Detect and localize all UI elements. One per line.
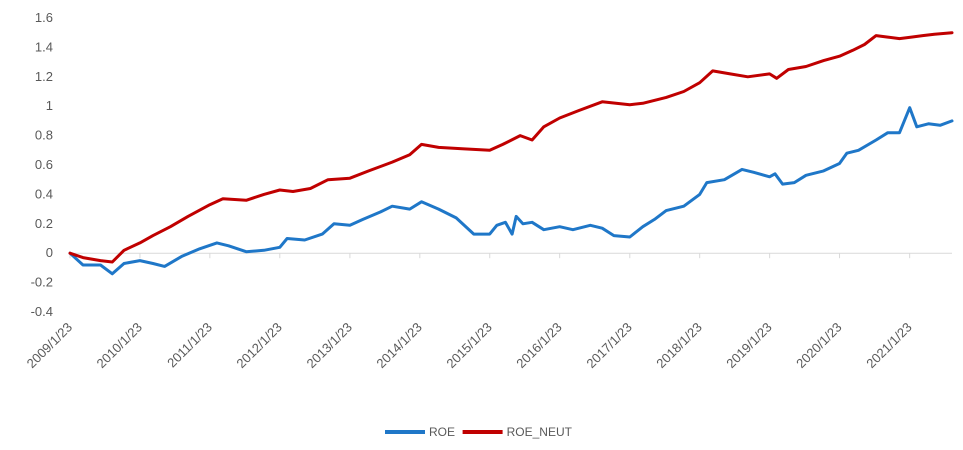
x-tick-label: 2019/1/23 [723, 320, 775, 372]
y-tick-label: 1.2 [35, 69, 53, 84]
x-tick-label: 2021/1/23 [863, 320, 915, 372]
legend: ROE ROE_NEUT [385, 425, 573, 439]
y-tick-label: 0.4 [35, 186, 53, 201]
x-tick-label: 2020/1/23 [793, 320, 845, 372]
y-tick-label: 0.2 [35, 216, 53, 231]
x-tick-label: 2011/1/23 [164, 320, 215, 371]
x-tick-label: 2016/1/23 [513, 320, 565, 372]
x-tick-label: 2018/1/23 [653, 320, 705, 372]
y-tick-label: 0.6 [35, 157, 53, 172]
x-tick-label: 2015/1/23 [443, 320, 495, 372]
x-tick-label: 2017/1/23 [583, 320, 635, 372]
x-tick-label: 2012/1/23 [233, 320, 285, 372]
y-tick-label: 0 [46, 245, 53, 260]
x-tick-label: 2014/1/23 [373, 320, 425, 372]
x-tick-label: 2009/1/23 [24, 320, 76, 372]
legend-label: ROE [429, 425, 455, 439]
y-tick-label: -0.2 [31, 275, 53, 290]
x-axis: 2009/1/23 2010/1/23 2011/1/23 2012/1/23 2013… [24, 253, 915, 371]
y-tick-label: 0.8 [35, 128, 53, 143]
series-line-roe [68, 106, 954, 276]
y-tick-label: 1.6 [35, 10, 53, 25]
series-line-roe-neut [68, 31, 954, 264]
y-tick-label: 1 [46, 98, 53, 113]
legend-label: ROE_NEUT [507, 425, 573, 439]
y-tick-label: 1.4 [35, 39, 53, 54]
x-tick-label: 2013/1/23 [304, 320, 356, 372]
series-layer [68, 31, 954, 276]
y-axis: -0.4 -0.2 0 0.2 0.4 0.6 0.8 1 1.2 1.4 1.6 [31, 10, 53, 319]
y-tick-label: -0.4 [31, 304, 53, 319]
x-tick-label: 2010/1/23 [94, 320, 146, 372]
